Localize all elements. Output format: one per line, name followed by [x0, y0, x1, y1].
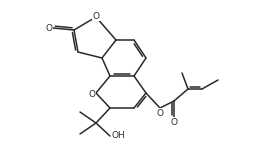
Text: O: O	[156, 109, 164, 118]
Text: O: O	[170, 118, 178, 126]
Text: O: O	[89, 89, 96, 98]
Text: O: O	[45, 24, 53, 33]
Text: O: O	[93, 11, 99, 20]
Text: OH: OH	[112, 131, 126, 140]
